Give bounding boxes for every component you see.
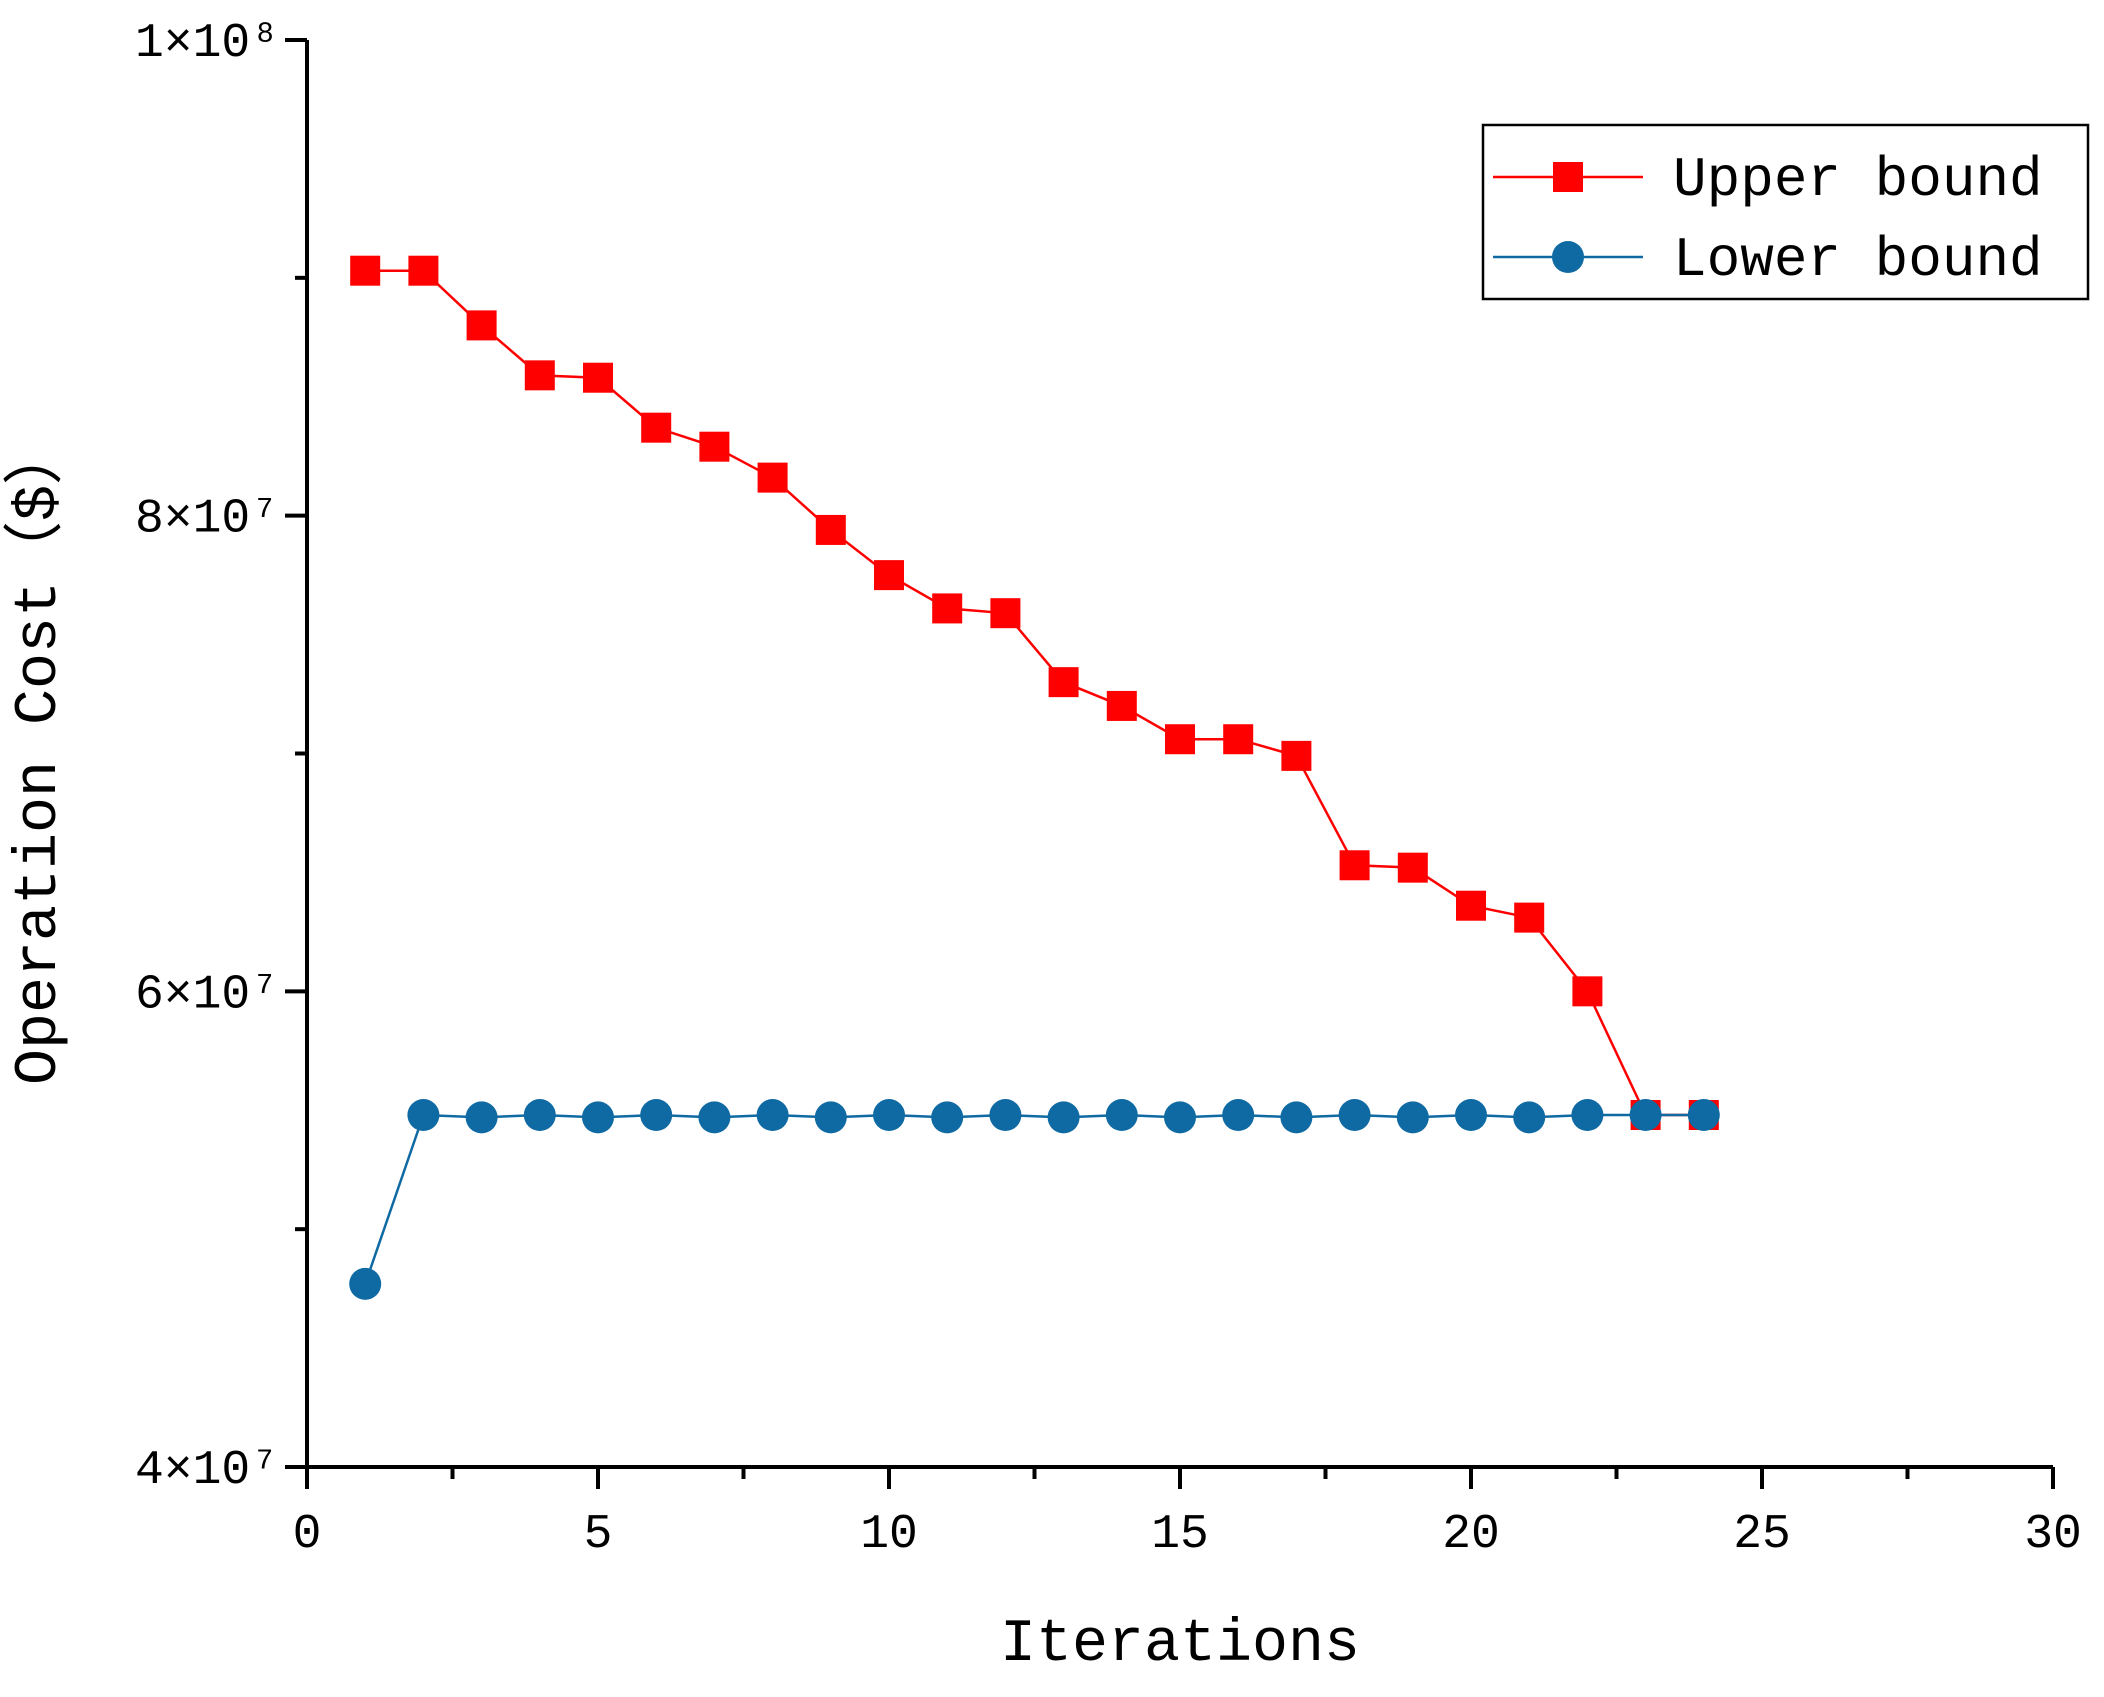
data-point xyxy=(524,360,555,391)
data-point xyxy=(874,560,904,591)
data-point xyxy=(699,431,730,462)
data-point xyxy=(873,1099,905,1132)
data-point xyxy=(640,1099,673,1132)
data-point xyxy=(1687,1099,1720,1132)
data-point xyxy=(1223,724,1254,755)
data-point xyxy=(1048,667,1079,698)
data-point xyxy=(1165,724,1195,755)
data-point xyxy=(523,1099,556,1132)
data-point xyxy=(1513,1101,1546,1134)
legend-marker xyxy=(1552,241,1584,273)
data-point xyxy=(465,1101,498,1134)
data-point xyxy=(1514,902,1545,933)
data-point xyxy=(931,1101,964,1134)
data-point xyxy=(349,1267,382,1300)
legend-label: Lower bound xyxy=(1673,228,2043,292)
data-point xyxy=(1339,850,1370,881)
x-tick-label: 5 xyxy=(584,1508,613,1562)
y-tick-label: 1×10⁸ xyxy=(135,17,279,71)
data-point xyxy=(1455,1099,1487,1132)
data-point xyxy=(1397,852,1428,883)
data-point xyxy=(350,255,381,286)
x-tick-label: 30 xyxy=(2024,1508,2082,1562)
data-point xyxy=(698,1101,731,1134)
x-axis-title: Iterations xyxy=(1000,1611,1360,1679)
data-point xyxy=(756,1099,789,1132)
data-point xyxy=(1222,1099,1255,1132)
legend-label: Upper bound xyxy=(1673,148,2043,212)
data-point xyxy=(1572,976,1603,1007)
y-tick-label: 6×10⁷ xyxy=(135,968,279,1022)
data-point xyxy=(1047,1101,1080,1134)
legend-box xyxy=(1481,123,2090,301)
data-point xyxy=(582,1101,614,1134)
data-point xyxy=(1338,1099,1371,1132)
data-point xyxy=(1629,1099,1662,1132)
data-point xyxy=(407,1099,440,1132)
series-line xyxy=(365,269,1704,1117)
data-point xyxy=(1280,1101,1313,1134)
data-point xyxy=(814,1101,847,1134)
y-tick-label: 4×10⁷ xyxy=(135,1444,279,1498)
y-axis-title: Operation Cost（$） xyxy=(3,425,74,1085)
data-point xyxy=(1164,1101,1196,1134)
data-point xyxy=(1106,690,1137,721)
data-point xyxy=(641,412,672,443)
series-line xyxy=(364,1113,1704,1285)
x-tick-label: 25 xyxy=(1733,1508,1791,1562)
data-point xyxy=(583,362,613,393)
data-point xyxy=(757,462,788,493)
data-point xyxy=(990,598,1021,629)
x-tick-label: 10 xyxy=(860,1508,918,1562)
data-point xyxy=(1105,1099,1138,1132)
data-point xyxy=(989,1099,1022,1132)
data-point xyxy=(1281,740,1312,771)
data-point xyxy=(932,593,963,624)
data-point xyxy=(466,310,497,341)
data-point xyxy=(1571,1099,1604,1132)
y-tick-label: 8×10⁷ xyxy=(135,493,279,547)
data-point xyxy=(1456,890,1486,921)
data-point xyxy=(408,255,439,286)
data-point xyxy=(1396,1101,1429,1134)
legend-marker xyxy=(1553,162,1583,192)
data-point xyxy=(815,514,846,545)
x-tick-label: 0 xyxy=(293,1508,322,1562)
x-tick-label: 15 xyxy=(1151,1508,1209,1562)
x-tick-label: 20 xyxy=(1442,1508,1500,1562)
